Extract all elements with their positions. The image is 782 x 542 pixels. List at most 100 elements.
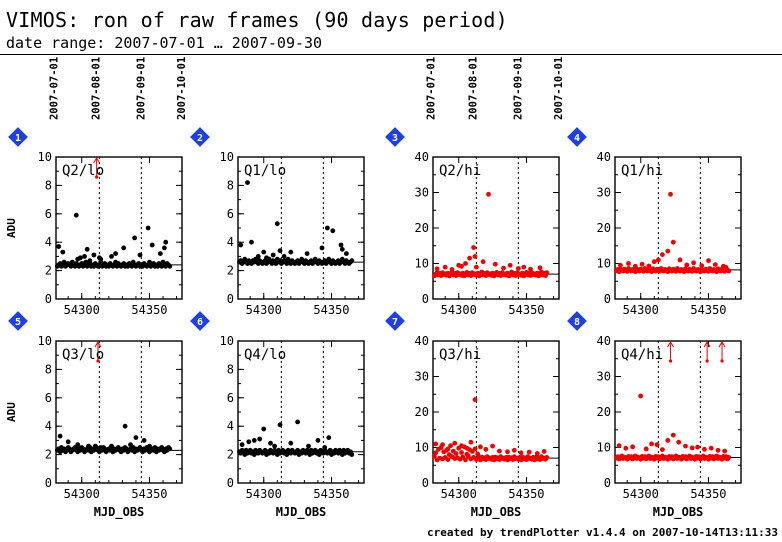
data-point bbox=[654, 442, 660, 448]
panel-badge-number: 3 bbox=[392, 133, 398, 144]
data-point bbox=[452, 440, 458, 446]
y-tick-label: 0 bbox=[227, 292, 234, 306]
data-point bbox=[246, 439, 252, 445]
data-point bbox=[73, 212, 79, 218]
y-tick-label: 2 bbox=[227, 264, 234, 278]
data-point bbox=[534, 451, 540, 456]
x-tick-label: 54350 bbox=[508, 487, 544, 501]
data-point bbox=[272, 443, 277, 449]
data-point bbox=[270, 252, 276, 258]
data-point bbox=[665, 248, 671, 254]
data-point bbox=[459, 450, 464, 455]
outlier-arrow-head bbox=[93, 157, 101, 164]
data-point bbox=[486, 191, 491, 197]
y-tick-label: 0 bbox=[227, 476, 234, 490]
y-tick-label: 4 bbox=[227, 419, 234, 433]
data-point bbox=[616, 443, 622, 449]
data-point bbox=[442, 264, 448, 270]
panel-badge-number: 7 bbox=[392, 317, 398, 328]
data-point bbox=[660, 447, 665, 452]
data-point bbox=[646, 263, 652, 269]
data-point bbox=[133, 435, 139, 440]
data-point bbox=[723, 265, 729, 270]
data-point bbox=[75, 442, 81, 448]
panel-label: Q1/hi bbox=[621, 163, 663, 179]
data-point bbox=[304, 251, 310, 256]
panel-badge-number: 6 bbox=[197, 317, 203, 328]
outlier-point bbox=[705, 359, 709, 363]
panel-badge-number: 5 bbox=[15, 317, 21, 328]
data-point bbox=[706, 258, 711, 264]
data-point bbox=[295, 419, 300, 425]
data-point bbox=[264, 255, 269, 261]
data-point bbox=[677, 257, 683, 263]
data-point bbox=[109, 254, 114, 259]
data-point bbox=[467, 255, 472, 261]
x-axis-label: MJD_OBS bbox=[276, 505, 327, 520]
data-point bbox=[121, 245, 127, 251]
data-point bbox=[472, 446, 478, 452]
data-point bbox=[113, 251, 118, 256]
data-point bbox=[98, 256, 104, 262]
y-tick-label: 10 bbox=[415, 441, 429, 455]
x-tick-label: 54300 bbox=[441, 303, 477, 317]
data-point bbox=[726, 268, 732, 274]
data-point bbox=[274, 221, 280, 227]
data-point bbox=[665, 438, 671, 443]
outlier-arrow-head bbox=[667, 341, 674, 348]
date-tick-label: 2007-09-01 bbox=[135, 57, 147, 120]
chart-panel-1: 0 2 4 6 8 10 54300 54350 Q2/lo 1 ADU 2007-07-01 2007… bbox=[5, 57, 188, 317]
x-tick-label: 54350 bbox=[690, 487, 726, 501]
panel-label: Q2/hi bbox=[439, 163, 481, 179]
data-point bbox=[245, 180, 250, 186]
data-point bbox=[691, 260, 696, 266]
y-tick-label: 40 bbox=[597, 150, 611, 164]
data-point bbox=[544, 455, 550, 460]
data-point bbox=[98, 445, 104, 450]
x-axis-label: MJD_OBS bbox=[471, 505, 522, 520]
data-point bbox=[702, 446, 707, 452]
panel-label: Q3/lo bbox=[62, 347, 104, 363]
y-tick-label: 20 bbox=[415, 221, 429, 235]
data-point bbox=[474, 264, 479, 270]
x-tick-label: 54300 bbox=[623, 303, 659, 317]
outlier-point bbox=[720, 359, 724, 363]
data-point bbox=[315, 438, 321, 443]
x-tick-label: 54300 bbox=[246, 487, 282, 501]
x-axis-label: MJD_OBS bbox=[653, 505, 704, 520]
data-point bbox=[478, 444, 483, 450]
y-tick-label: 6 bbox=[45, 207, 52, 221]
data-point bbox=[344, 251, 349, 256]
data-point bbox=[618, 262, 623, 268]
y-tick-label: 40 bbox=[415, 334, 429, 348]
page-subtitle: date range: 2007-07-01 … 2007-09-30 bbox=[6, 34, 323, 52]
x-tick-label: 54300 bbox=[64, 303, 100, 317]
data-point bbox=[82, 254, 87, 259]
data-point bbox=[715, 447, 721, 453]
data-point bbox=[86, 443, 91, 449]
data-point bbox=[277, 248, 283, 254]
date-tick-label: 2007-10-01 bbox=[176, 57, 188, 120]
data-point bbox=[132, 235, 138, 241]
date-tick-label: 2007-07-01 bbox=[425, 57, 437, 120]
x-axis-label: MJD_OBS bbox=[94, 505, 145, 520]
data-point bbox=[626, 261, 631, 266]
outlier-arrow-head bbox=[94, 341, 102, 348]
data-point bbox=[501, 265, 506, 271]
data-point bbox=[544, 270, 550, 276]
data-point bbox=[255, 254, 261, 259]
x-tick-label: 54350 bbox=[131, 303, 167, 317]
data-point bbox=[453, 451, 459, 456]
x-tick-label: 54350 bbox=[508, 303, 544, 317]
data-point bbox=[632, 263, 638, 269]
y-tick-label: 20 bbox=[597, 221, 611, 235]
data-point bbox=[277, 422, 283, 428]
panel-badge bbox=[190, 127, 210, 147]
x-tick-label: 54300 bbox=[246, 303, 282, 317]
panel-label: Q4/lo bbox=[244, 347, 286, 363]
y-tick-label: 0 bbox=[604, 476, 611, 490]
data-point bbox=[434, 266, 440, 272]
data-point bbox=[60, 249, 66, 255]
y-tick-label: 0 bbox=[422, 292, 429, 306]
